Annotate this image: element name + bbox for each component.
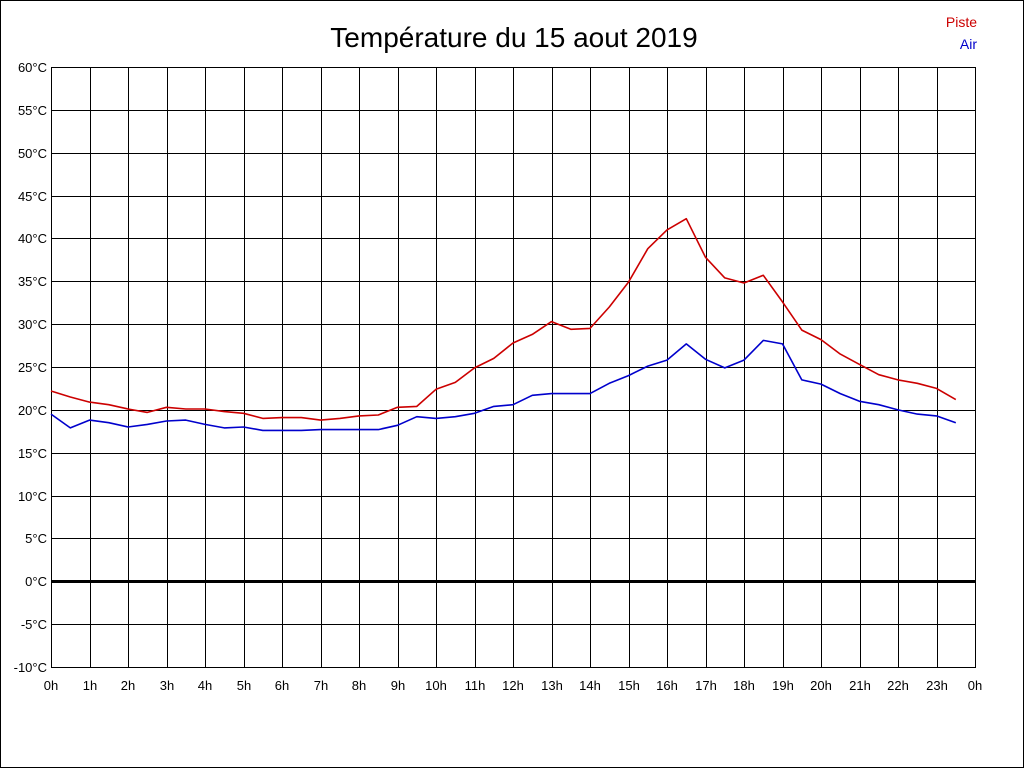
- y-tick-label: 35°C: [18, 274, 47, 289]
- y-tick-label: -5°C: [21, 617, 47, 632]
- x-tick-label: 0h: [968, 678, 982, 693]
- x-tick-label: 5h: [237, 678, 251, 693]
- x-tick-label: 21h: [849, 678, 871, 693]
- x-tick-label: 14h: [579, 678, 601, 693]
- legend-entry-piste: Piste: [946, 14, 977, 30]
- x-tick-label: 19h: [772, 678, 794, 693]
- y-tick-label: 10°C: [18, 489, 47, 504]
- x-tick-label: 3h: [160, 678, 174, 693]
- y-tick-label: 0°C: [25, 574, 47, 589]
- series-line-piste: [50, 217, 957, 421]
- x-tick-label: 7h: [314, 678, 328, 693]
- x-tick-label: 12h: [502, 678, 524, 693]
- x-tick-label: 13h: [541, 678, 563, 693]
- x-tick-label: 22h: [887, 678, 909, 693]
- y-tick-label: 20°C: [18, 403, 47, 418]
- x-axis-ticks: 0h 1h 2h 3h 4h 5h 6h 7h 8h 9h 10h 11h 12h 13h 14h 15h 16…: [44, 678, 982, 693]
- y-tick-label: -10°C: [14, 660, 47, 675]
- data-series: [50, 217, 957, 432]
- x-tick-label: 15h: [618, 678, 640, 693]
- x-tick-label: 23h: [926, 678, 948, 693]
- x-tick-label: 6h: [275, 678, 289, 693]
- y-tick-label: 50°C: [18, 146, 47, 161]
- x-tick-label: 18h: [733, 678, 755, 693]
- x-tick-label: 8h: [352, 678, 366, 693]
- x-tick-label: 9h: [391, 678, 405, 693]
- x-tick-label: 0h: [44, 678, 58, 693]
- legend-entry-air: Air: [960, 36, 977, 52]
- y-tick-label: 25°C: [18, 360, 47, 375]
- y-tick-label: 30°C: [18, 317, 47, 332]
- chart-title: Température du 15 aout 2019: [330, 22, 697, 53]
- x-tick-label: 4h: [198, 678, 212, 693]
- x-tick-label: 11h: [465, 678, 486, 693]
- y-tick-label: 5°C: [25, 531, 47, 546]
- plot-border: [51, 67, 976, 668]
- y-tick-label: 60°C: [18, 60, 47, 75]
- x-tick-label: 16h: [656, 678, 678, 693]
- x-tick-label: 2h: [121, 678, 135, 693]
- grid-lines: [51, 67, 976, 668]
- x-tick-label: 17h: [695, 678, 717, 693]
- y-tick-label: 45°C: [18, 189, 47, 204]
- x-tick-label: 1h: [83, 678, 97, 693]
- y-tick-label: 55°C: [18, 103, 47, 118]
- x-tick-label: 10h: [425, 678, 447, 693]
- y-tick-label: 15°C: [18, 446, 47, 461]
- series-line-air: [50, 339, 957, 432]
- legend: Piste Air: [946, 14, 977, 52]
- y-tick-label: 40°C: [18, 231, 47, 246]
- x-tick-label: 20h: [810, 678, 832, 693]
- y-axis-ticks: 60°C 55°C 50°C 45°C 40°C 35°C 30°C 25°C 20°C 15°C…: [14, 60, 47, 675]
